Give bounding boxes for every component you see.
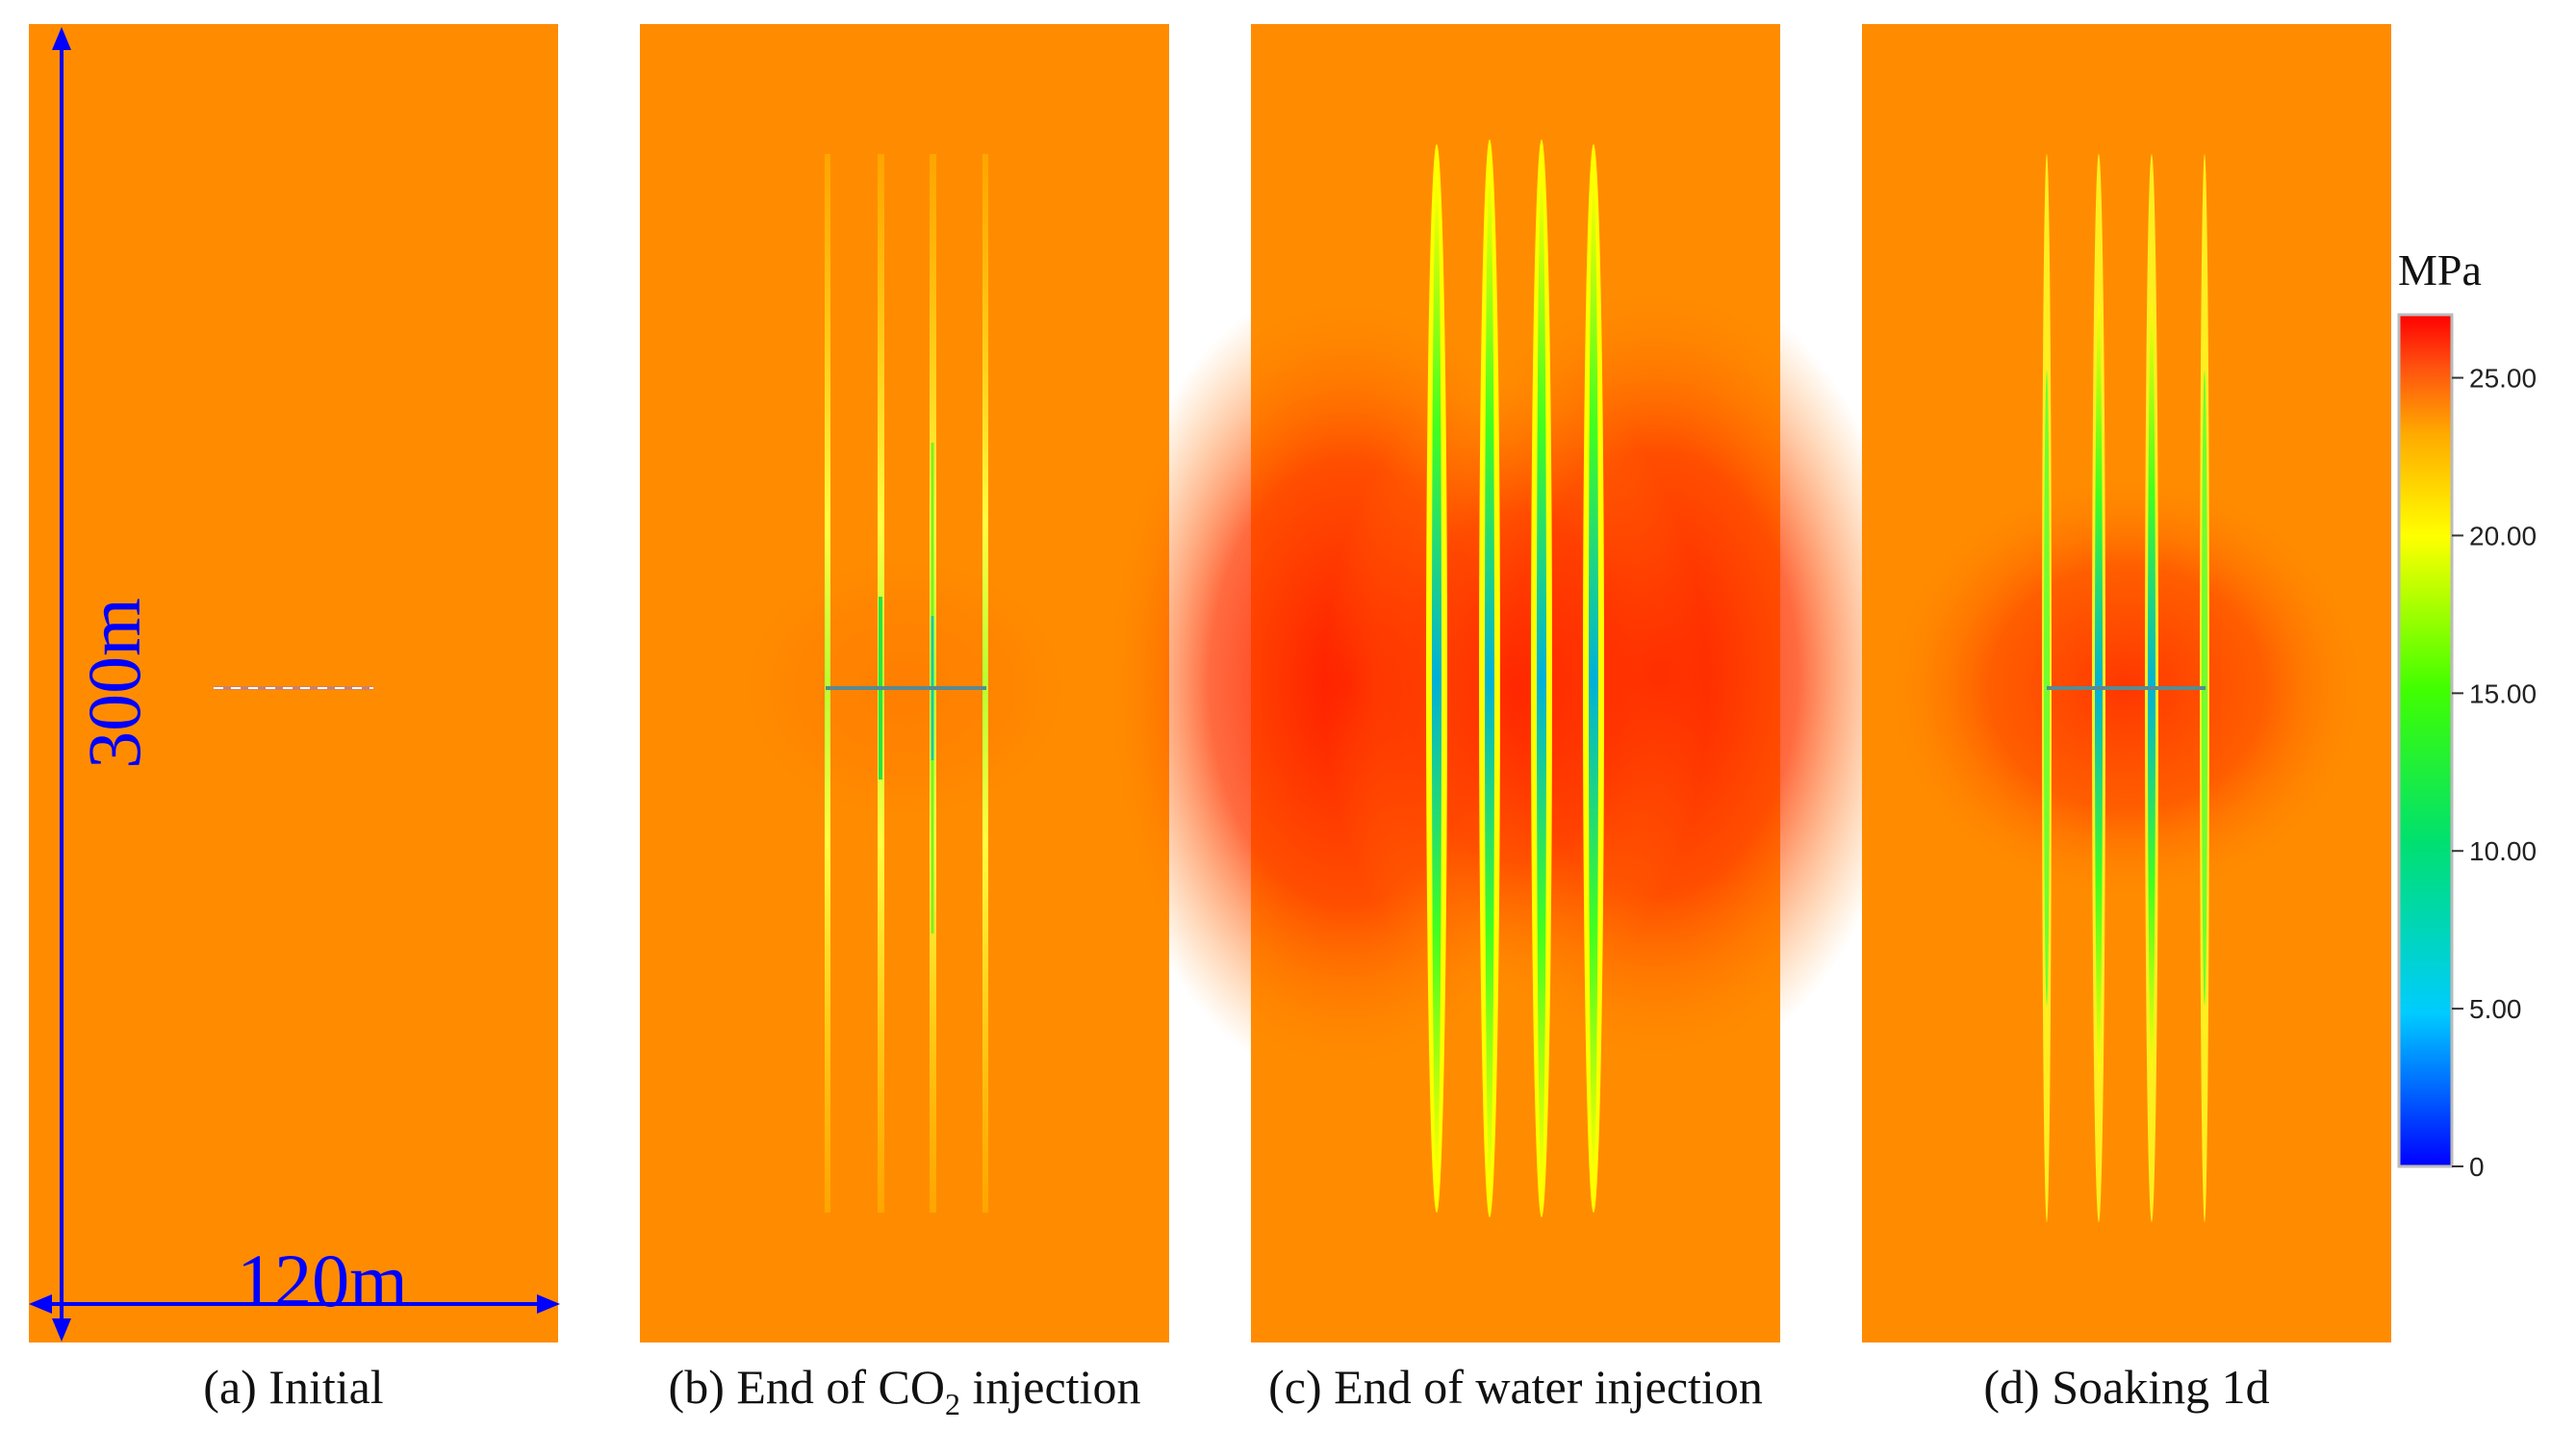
colorbar-tick-label: 25.00: [2469, 364, 2537, 394]
caption-c: (c) End of water injection: [1268, 1360, 1763, 1414]
fracture-core: [1485, 173, 1494, 1184]
panel-a: 300m 120m: [29, 24, 560, 1342]
caption-a: (a) Initial: [203, 1360, 383, 1414]
panel-d: [1862, 24, 2391, 1342]
caption-b-prefix: (b) End of CO: [669, 1360, 945, 1414]
colorbar-ticks: 25.00 20.00 15.00 10.00 5.00 0: [2452, 364, 2537, 1182]
fracture: [982, 154, 988, 1213]
colorbar-tick-label: 20.00: [2469, 521, 2537, 550]
panel-c-fractures: [1426, 140, 1604, 1217]
fracture: [825, 154, 830, 1213]
colorbar-tick-label: 10.00: [2469, 836, 2537, 866]
caption-b-subscript: 2: [945, 1387, 960, 1421]
fracture-core: [1589, 178, 1598, 1179]
colorbar-tick-label: 5.00: [2469, 994, 2522, 1024]
dimension-width-arrow: [29, 1294, 560, 1314]
caption-b: (b) End of CO2 injection: [669, 1360, 1141, 1421]
caption-b-suffix: injection: [960, 1360, 1140, 1414]
colorbar-unit-label: MPa: [2398, 245, 2482, 294]
panel-c: [1097, 24, 1915, 1342]
dimension-height-label: 300m: [72, 598, 156, 769]
dimension-height-arrow: [52, 27, 71, 1342]
colorbar-gradient: [2397, 313, 2454, 1168]
dimension-width-label: 120m: [237, 1239, 408, 1322]
fracture-core: [1537, 173, 1546, 1184]
colorbar: MPa 25.00 20.00 15.00 10.00 5.00 0: [2397, 245, 2537, 1182]
caption-d: (d) Soaking 1d: [1983, 1360, 2269, 1414]
panel-c-halo-center: [1323, 371, 1708, 1006]
colorbar-tick-label: 0: [2469, 1152, 2485, 1182]
panel-b: [640, 24, 1169, 1342]
panel-a-field: [29, 24, 558, 1342]
colorbar-tick-label: 15.00: [2469, 678, 2537, 708]
fracture-core: [1432, 178, 1441, 1179]
